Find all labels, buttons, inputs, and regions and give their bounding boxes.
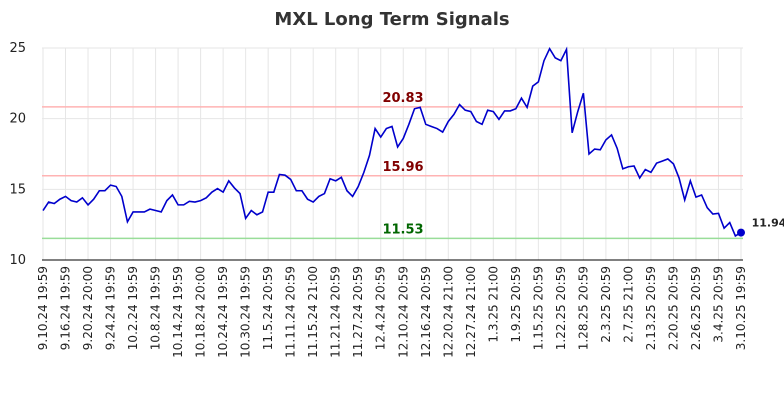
x-tick-label: 10.8.24 19:59 bbox=[149, 266, 163, 350]
signal-label: 15.96 bbox=[382, 160, 423, 175]
x-tick-label: 2.20.25 20:59 bbox=[666, 266, 680, 350]
x-tick-label: 11.5.24 20:59 bbox=[261, 266, 275, 350]
x-tick-label: 2.7.25 21:00 bbox=[621, 266, 635, 343]
signal-label: 11.53 bbox=[382, 222, 423, 237]
y-tick-label: 10 bbox=[9, 253, 26, 268]
x-tick-label: 2.26.25 20:59 bbox=[689, 266, 703, 350]
x-tick-label: 1.15.25 20:59 bbox=[531, 266, 545, 350]
x-tick-label: 2.13.25 20:59 bbox=[644, 266, 658, 350]
x-tick-label: 10.18.24 20:00 bbox=[194, 266, 208, 358]
x-tick-label: 9.20.24 20:00 bbox=[81, 266, 95, 350]
x-tick-label: 10.24.24 19:59 bbox=[216, 266, 230, 358]
price-line bbox=[42, 46, 742, 238]
x-tick-label: 11.15.24 21:00 bbox=[306, 266, 320, 358]
x-tick-label: 9.10.24 19:59 bbox=[36, 266, 50, 350]
x-tick-label: 10.14.24 19:59 bbox=[171, 266, 185, 358]
x-tick-label: 12.20.24 21:00 bbox=[441, 266, 455, 358]
y-tick-label: 15 bbox=[9, 182, 26, 197]
x-tick-label: 12.16.24 20:59 bbox=[419, 266, 433, 358]
x-tick-label: 10.2.24 19:59 bbox=[126, 266, 140, 350]
x-tick-label: 11.11.24 20:59 bbox=[284, 266, 298, 358]
x-tick-label: 12.27.24 21:00 bbox=[464, 266, 478, 358]
x-tick-label: 11.21.24 20:59 bbox=[329, 266, 343, 358]
x-tick-label: 3.10.25 19:59 bbox=[734, 266, 748, 350]
x-tick-label: 3.4.25 20:59 bbox=[711, 266, 725, 343]
x-tick-label: 1.3.25 21:00 bbox=[486, 266, 500, 343]
last-value-label: 11.94 bbox=[752, 217, 784, 230]
x-tick-label: 10.30.24 19:59 bbox=[239, 266, 253, 358]
y-tick-label: 20 bbox=[9, 112, 26, 127]
x-tick-label: 11.27.24 20:59 bbox=[351, 266, 365, 358]
x-tick-label: 9.24.24 19:59 bbox=[104, 266, 118, 350]
x-tick-label: 12.10.24 20:59 bbox=[396, 266, 410, 358]
last-point bbox=[737, 228, 745, 237]
signal-label: 20.83 bbox=[382, 91, 423, 106]
x-tick-label: 9.16.24 19:59 bbox=[59, 266, 73, 350]
chart-title: MXL Long Term Signals bbox=[274, 9, 509, 30]
y-tick-label: 25 bbox=[9, 41, 26, 56]
x-tick-label: 1.22.25 20:59 bbox=[554, 266, 568, 350]
x-tick-label: 12.4.24 20:59 bbox=[374, 266, 388, 350]
x-tick-label: 2.3.25 20:59 bbox=[599, 266, 613, 343]
x-tick-label: 1.28.25 20:59 bbox=[576, 266, 590, 350]
x-tick-label: 1.9.25 20:59 bbox=[509, 266, 523, 343]
